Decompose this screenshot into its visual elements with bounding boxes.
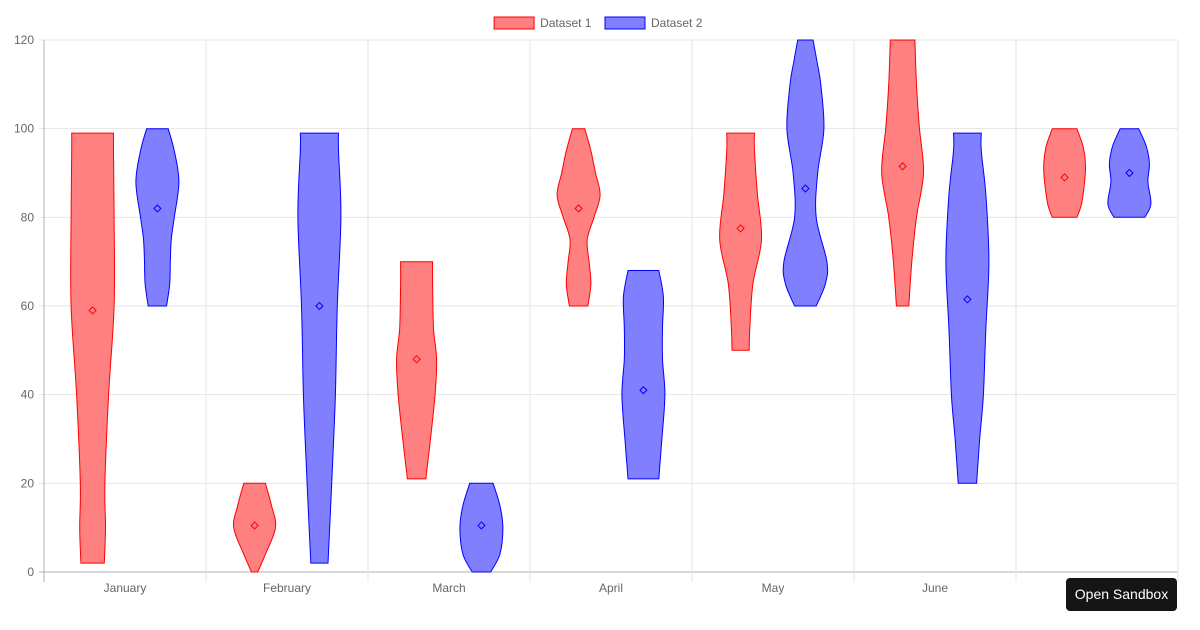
mean-marker xyxy=(736,224,745,233)
violin[interactable] xyxy=(945,132,990,484)
grid-lines xyxy=(39,39,1179,582)
mean-marker xyxy=(1060,173,1069,182)
violin[interactable] xyxy=(396,261,438,480)
legend-item-dataset-1[interactable]: Dataset 1 xyxy=(493,16,592,30)
x-tick-label: April xyxy=(599,581,623,595)
x-tick-label: January xyxy=(104,581,147,595)
y-tick-label: 80 xyxy=(21,210,35,224)
mean-marker xyxy=(801,184,810,193)
violin[interactable] xyxy=(135,128,180,307)
mean-marker xyxy=(315,301,324,311)
y-tick-label: 100 xyxy=(14,122,34,136)
legend-swatch-dataset-2 xyxy=(604,16,646,30)
x-tick-label: March xyxy=(432,581,465,595)
open-sandbox-button[interactable]: Open Sandbox xyxy=(1066,578,1177,611)
violin[interactable] xyxy=(1043,128,1087,218)
legend[interactable]: Dataset 1 Dataset 2 xyxy=(493,16,703,30)
legend-label-dataset-1: Dataset 1 xyxy=(540,16,592,30)
violin[interactable] xyxy=(881,39,925,307)
violin[interactable] xyxy=(621,270,666,480)
y-tick-label: 40 xyxy=(21,388,35,402)
mean-marker xyxy=(477,521,486,530)
x-tick-label: June xyxy=(922,581,948,595)
y-tick-label: 60 xyxy=(21,299,35,313)
violin[interactable] xyxy=(782,39,829,307)
mean-marker xyxy=(963,295,972,304)
mean-marker xyxy=(574,204,583,213)
x-tick-label: May xyxy=(762,581,785,595)
y-tick-label: 20 xyxy=(21,476,35,490)
axes: 0 20 40 60 80 100 120 January February March April… xyxy=(14,33,948,595)
violin[interactable] xyxy=(297,132,342,564)
mean-marker xyxy=(412,354,421,364)
y-tick-label: 120 xyxy=(14,33,34,47)
series-1 xyxy=(70,39,1087,573)
violin-plots xyxy=(70,39,1152,573)
x-tick-label: February xyxy=(263,581,311,595)
mean-marker xyxy=(88,306,97,315)
violin[interactable] xyxy=(70,132,116,564)
mean-marker xyxy=(639,386,648,395)
legend-item-dataset-2[interactable]: Dataset 2 xyxy=(604,16,703,30)
mean-marker xyxy=(898,162,907,171)
y-tick-label: 0 xyxy=(27,565,34,579)
series-2 xyxy=(135,39,1152,573)
mean-marker xyxy=(250,521,259,530)
mean-marker xyxy=(1125,168,1134,178)
violin[interactable] xyxy=(719,132,763,351)
legend-label-dataset-2: Dataset 2 xyxy=(651,16,703,30)
violin[interactable] xyxy=(556,128,601,307)
legend-swatch-dataset-1 xyxy=(493,16,535,30)
mean-marker xyxy=(153,204,162,213)
